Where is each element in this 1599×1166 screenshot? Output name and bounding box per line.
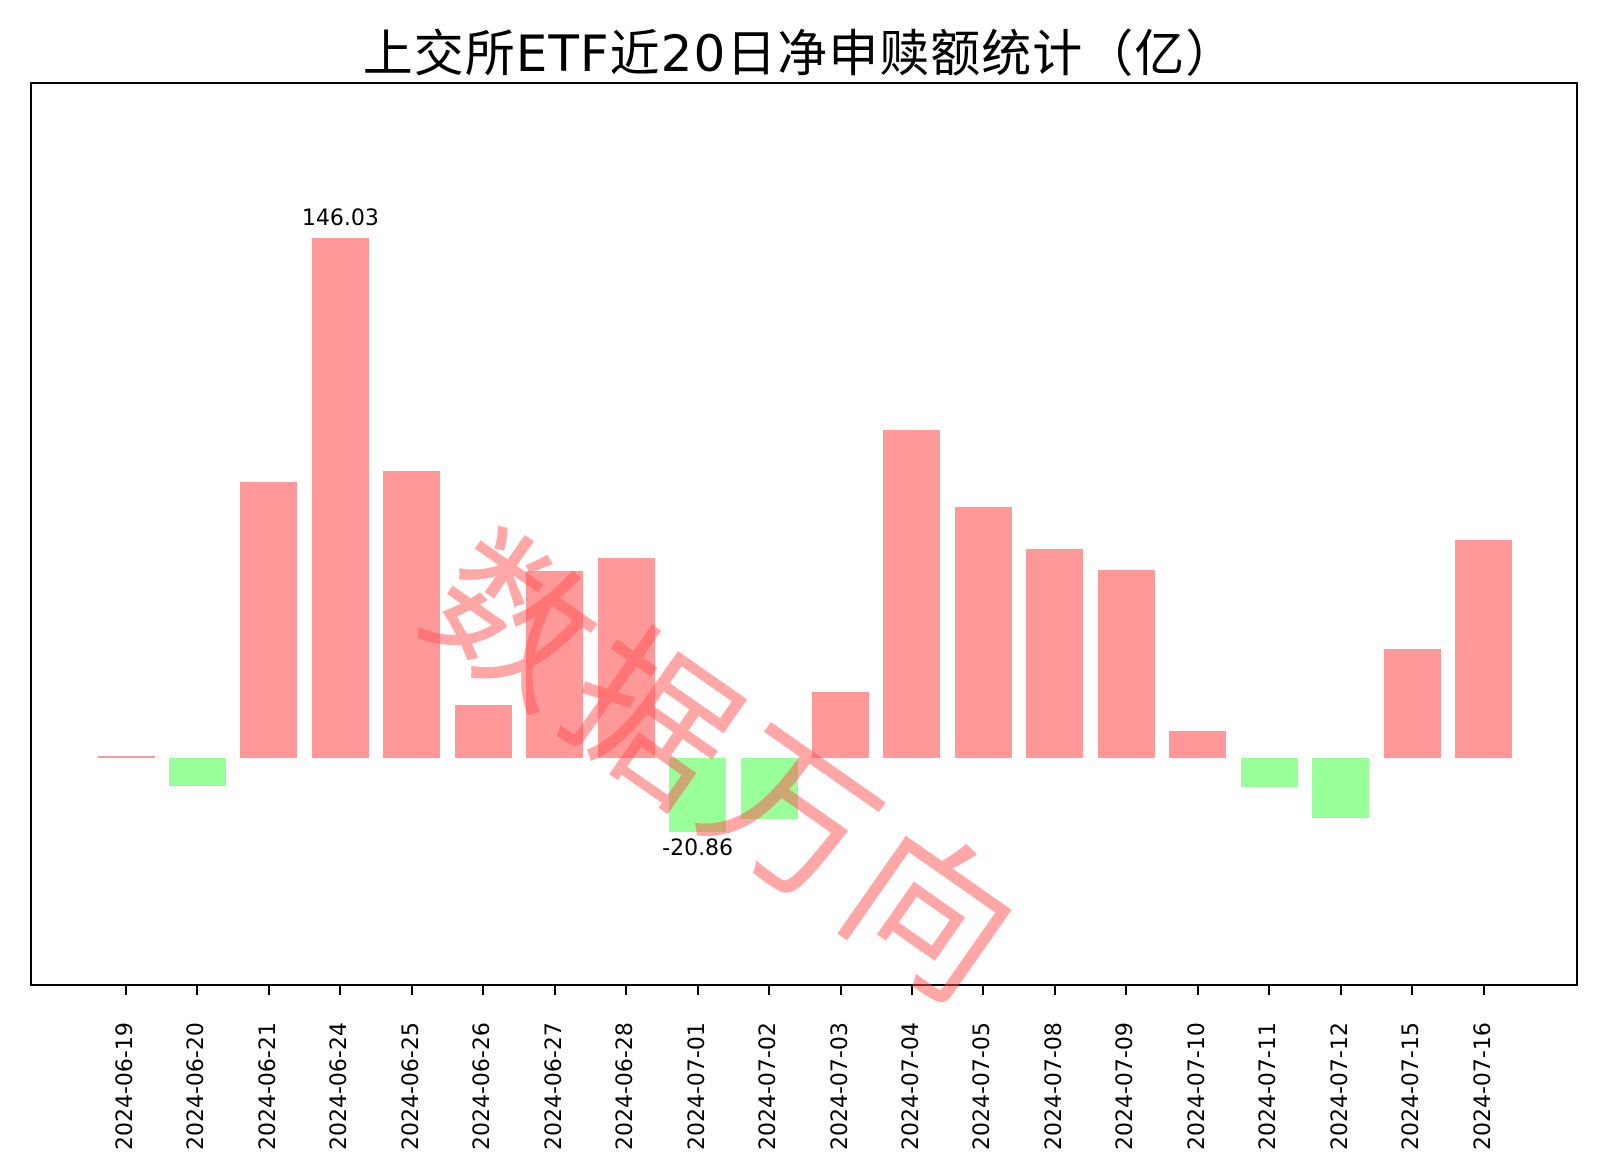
x-tick (553, 986, 556, 995)
x-tick (982, 986, 985, 995)
x-tick-label: 2024-06-28 (613, 1022, 639, 1150)
x-tick-label: 2024-07-16 (1470, 1022, 1496, 1150)
x-tick (1482, 986, 1485, 995)
bar-2024-06-21 (240, 482, 298, 758)
chart-title: 上交所ETF近20日净申赎额统计（亿） (362, 25, 1237, 83)
x-tick (1411, 986, 1414, 995)
x-tick-label: 2024-07-01 (684, 1022, 710, 1150)
bar-2024-07-10 (1169, 730, 1227, 758)
data-label: 146.03 (301, 205, 379, 231)
x-tick (196, 986, 199, 995)
x-tick (125, 986, 127, 995)
bar-2024-06-27 (526, 571, 584, 758)
x-tick (1339, 986, 1342, 995)
bar-2024-07-04 (883, 430, 941, 758)
bar-2024-06-19 (97, 755, 155, 758)
bar-2024-07-05 (954, 506, 1012, 758)
x-tick (839, 986, 842, 995)
x-tick-label: 2024-07-12 (1327, 1022, 1353, 1150)
x-tick-label: 2024-07-05 (970, 1022, 996, 1150)
bar-2024-06-24 (311, 237, 369, 758)
x-tick-label: 2024-06-19 (113, 1022, 138, 1150)
x-tick-label: 2024-06-20 (184, 1022, 210, 1150)
x-tick (625, 986, 628, 995)
x-tick (1053, 986, 1056, 995)
x-tick (1196, 986, 1199, 995)
bar-2024-06-28 (597, 557, 655, 758)
x-tick (482, 986, 485, 995)
x-tick (410, 986, 413, 995)
x-tick-label: 2024-07-02 (756, 1022, 782, 1150)
x-tick-label: 2024-06-26 (470, 1022, 496, 1150)
bar-2024-07-16 (1455, 540, 1513, 758)
x-tick-label: 2024-07-11 (1256, 1022, 1282, 1150)
x-tick-label: 2024-07-15 (1399, 1022, 1425, 1150)
x-tick-label: 2024-07-03 (827, 1022, 853, 1150)
plot-area (30, 82, 1578, 986)
x-tick (1125, 986, 1128, 995)
x-tick-label: 2024-07-08 (1041, 1022, 1067, 1150)
bar-2024-07-12 (1312, 758, 1370, 819)
x-tick-label: 2024-07-10 (1184, 1022, 1210, 1150)
x-tick (696, 986, 699, 995)
x-tick-label: 2024-07-04 (898, 1022, 924, 1150)
bar-2024-07-15 (1383, 649, 1441, 758)
x-tick-label: 2024-06-27 (541, 1022, 567, 1150)
bar-2024-07-09 (1097, 569, 1155, 758)
x-tick-label: 2024-06-25 (398, 1022, 424, 1150)
x-tick (768, 986, 771, 995)
bar-2024-07-08 (1026, 548, 1084, 758)
bar-2024-07-01 (669, 758, 727, 833)
x-tick (910, 986, 913, 995)
x-tick (1268, 986, 1271, 995)
x-tick (339, 986, 342, 995)
x-tick-label: 2024-06-21 (255, 1022, 281, 1150)
x-tick-label: 2024-06-24 (327, 1022, 353, 1150)
bar-2024-06-25 (383, 470, 441, 758)
bar-2024-07-03 (812, 692, 869, 758)
bar-2024-06-20 (168, 758, 226, 787)
bar-2024-06-26 (454, 704, 512, 758)
x-tick-label: 2024-07-09 (1113, 1022, 1139, 1150)
bar-2024-07-02 (740, 758, 798, 820)
data-label: -20.86 (662, 836, 734, 862)
x-tick (267, 986, 270, 995)
bar-2024-07-11 (1240, 758, 1298, 787)
